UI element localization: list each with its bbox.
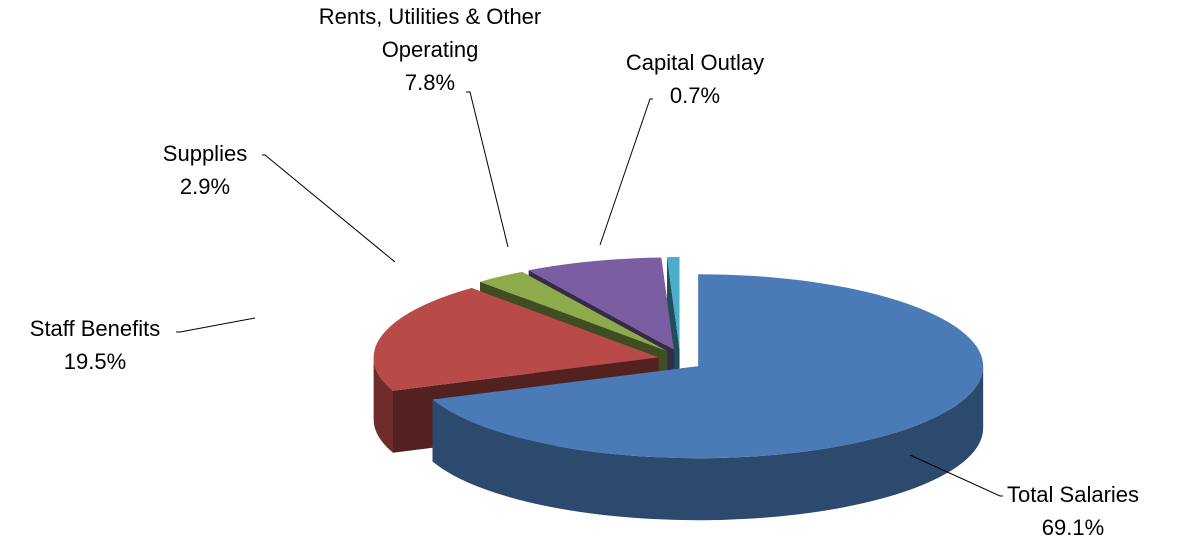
label-category: Supplies [162,141,248,166]
slice-wall [432,366,984,521]
data-label: Total Salaries 69.1% [973,478,1173,544]
leader-line [176,317,256,333]
leader-line [262,154,396,263]
slice [528,257,674,350]
slice [666,257,680,350]
slice [479,271,668,352]
label-category: Staff Benefits [29,316,161,341]
leader-line [909,454,1003,497]
label-category: Capital Outlay [625,50,765,75]
label-value: 19.5% [63,349,127,374]
data-label: Capital Outlay 0.7% [585,46,805,112]
data-label: Rents, Utilities & Other Operating 7.8% [300,0,560,99]
label-category: Total Salaries [1006,482,1140,507]
leader-line [466,91,509,248]
slice [432,274,984,459]
label-category: Rents, Utilities & Other Operating [318,4,542,62]
label-value: 69.1% [1041,515,1105,540]
slice-wall [373,357,394,453]
label-value: 2.9% [179,174,231,199]
leader-line [599,98,653,246]
label-value: 0.7% [669,83,721,108]
label-value: 7.8% [404,70,456,95]
data-label: Supplies 2.9% [105,137,305,203]
data-label: Staff Benefits 19.5% [0,312,195,378]
slice [373,287,659,391]
